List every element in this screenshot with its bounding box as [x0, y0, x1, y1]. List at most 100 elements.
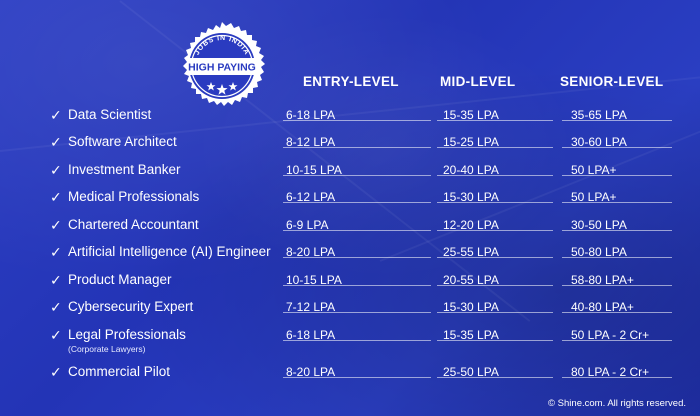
mid-level-salary: 15-35 LPA	[443, 328, 499, 342]
row-divider	[437, 147, 553, 148]
star-icon	[228, 82, 238, 91]
row-divider	[283, 377, 431, 378]
row-divider	[283, 202, 431, 203]
row-divider	[437, 340, 553, 341]
row-divider	[437, 175, 553, 176]
row-divider	[283, 257, 431, 258]
role-name: Product Manager	[68, 272, 172, 287]
mid-level-salary: 20-55 LPA	[443, 273, 499, 287]
high-paying-stamp: JOBS IN INDIA HIGH PAYING	[183, 22, 265, 106]
mid-level-salary: 15-25 LPA	[443, 135, 499, 149]
check-icon: ✓	[50, 217, 62, 233]
star-icon	[206, 82, 216, 91]
entry-level-salary: 6-18 LPA	[286, 108, 336, 122]
check-icon: ✓	[50, 327, 62, 343]
row-divider	[562, 120, 672, 121]
stamp-banner	[188, 58, 256, 75]
check-icon: ✓	[50, 189, 62, 205]
senior-level-salary: 30-50 LPA	[571, 218, 627, 232]
table-row: ✓ Software Architect 8-12 LPA 15-25 LPA …	[0, 134, 700, 162]
check-icon: ✓	[50, 244, 62, 260]
role-name: Data Scientist	[68, 107, 152, 122]
row-divider	[283, 285, 431, 286]
check-icon: ✓	[50, 134, 62, 150]
check-icon: ✓	[50, 162, 62, 178]
mid-level-salary: 25-55 LPA	[443, 245, 499, 259]
role-name: Software Architect	[68, 134, 177, 149]
check-icon: ✓	[50, 299, 62, 315]
role-name: Investment Banker	[68, 162, 181, 177]
senior-level-salary: 40-80 LPA+	[571, 300, 634, 314]
row-divider	[562, 230, 672, 231]
row-divider	[437, 312, 553, 313]
table-row: ✓ Product Manager 10-15 LPA 20-55 LPA 58…	[0, 272, 700, 300]
star-icons	[206, 82, 238, 95]
row-divider	[437, 120, 553, 121]
table-row: ✓ Investment Banker 10-15 LPA 20-40 LPA …	[0, 162, 700, 190]
table-row: ✓ Cybersecurity Expert 7-12 LPA 15-30 LP…	[0, 299, 700, 327]
row-divider	[562, 285, 672, 286]
entry-level-salary: 10-15 LPA	[286, 273, 342, 287]
row-divider	[562, 147, 672, 148]
row-divider	[437, 285, 553, 286]
row-divider	[283, 230, 431, 231]
table-row: ✓ Medical Professionals 6-12 LPA 15-30 L…	[0, 189, 700, 217]
entry-level-salary: 8-20 LPA	[286, 365, 336, 379]
mid-level-salary: 15-35 LPA	[443, 108, 499, 122]
role-subtitle: (Corporate Lawyers)	[68, 344, 146, 354]
senior-level-salary: 58-80 LPA+	[571, 273, 634, 287]
table-row: ✓ Commercial Pilot 8-20 LPA 25-50 LPA 80…	[0, 364, 700, 392]
mid-level-salary: 20-40 LPA	[443, 163, 499, 177]
row-divider	[283, 175, 431, 176]
role-name: Chartered Accountant	[68, 217, 199, 232]
copyright-footer: © Shine.com. All rights reserved.	[548, 398, 686, 409]
role-name: Artificial Intelligence (AI) Engineer	[68, 244, 271, 259]
check-icon: ✓	[50, 272, 62, 288]
column-header-entry-level: ENTRY-LEVEL	[303, 74, 399, 89]
role-name: Legal Professionals	[68, 327, 186, 342]
row-divider	[562, 340, 672, 341]
senior-level-salary: 50 LPA+	[571, 163, 617, 177]
row-divider	[283, 312, 431, 313]
mid-level-salary: 12-20 LPA	[443, 218, 499, 232]
senior-level-salary: 35-65 LPA	[571, 108, 627, 122]
role-name: Commercial Pilot	[68, 364, 171, 379]
entry-level-salary: 8-12 LPA	[286, 135, 336, 149]
table-row: ✓ Legal Professionals (Corporate Lawyers…	[0, 327, 700, 355]
check-icon: ✓	[50, 364, 62, 380]
row-divider	[562, 312, 672, 313]
table-row: ✓ Chartered Accountant 6-9 LPA 12-20 LPA…	[0, 217, 700, 245]
role-name: Medical Professionals	[68, 189, 200, 204]
row-divider	[562, 175, 672, 176]
mid-level-salary: 15-30 LPA	[443, 190, 499, 204]
senior-level-salary: 50 LPA - 2 Cr+	[571, 328, 650, 342]
stamp-main-text: HIGH PAYING	[188, 62, 256, 74]
role-name: Cybersecurity Expert	[68, 299, 194, 314]
mid-level-salary: 25-50 LPA	[443, 365, 499, 379]
row-divider	[562, 377, 672, 378]
entry-level-salary: 6-18 LPA	[286, 328, 336, 342]
table-row: ✓ Data Scientist 6-18 LPA 15-35 LPA 35-6…	[0, 107, 700, 135]
senior-level-salary: 80 LPA - 2 Cr+	[571, 365, 650, 379]
row-divider	[437, 230, 553, 231]
row-divider	[437, 202, 553, 203]
table-row: ✓ Artificial Intelligence (AI) Engineer …	[0, 244, 700, 272]
entry-level-salary: 6-9 LPA	[286, 218, 329, 232]
row-divider	[562, 257, 672, 258]
entry-level-salary: 7-12 LPA	[286, 300, 336, 314]
senior-level-salary: 50-80 LPA	[571, 245, 627, 259]
entry-level-salary: 8-20 LPA	[286, 245, 336, 259]
row-divider	[283, 120, 431, 121]
row-divider	[437, 257, 553, 258]
check-icon: ✓	[50, 107, 62, 123]
column-header-senior-level: SENIOR-LEVEL	[560, 74, 664, 89]
column-header-mid-level: MID-LEVEL	[440, 74, 516, 89]
row-divider	[283, 340, 431, 341]
senior-level-salary: 30-60 LPA	[571, 135, 627, 149]
row-divider	[283, 147, 431, 148]
row-divider	[437, 377, 553, 378]
mid-level-salary: 15-30 LPA	[443, 300, 499, 314]
row-divider	[562, 202, 672, 203]
star-icon	[216, 84, 228, 95]
